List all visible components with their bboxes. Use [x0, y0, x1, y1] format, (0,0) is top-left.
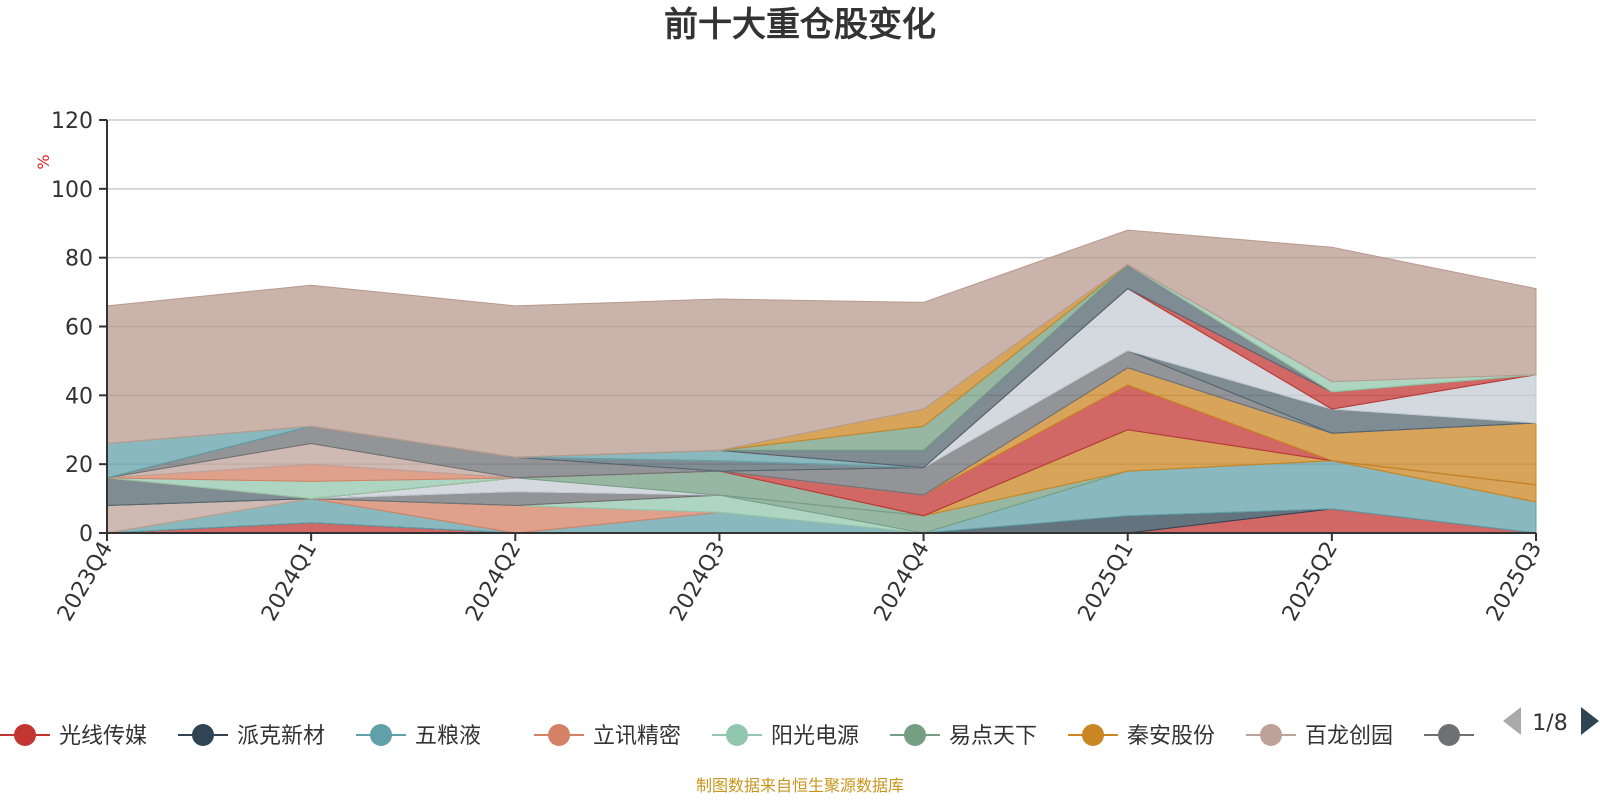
legend-label: 秦安股份	[1127, 724, 1215, 749]
legend-item-4[interactable]: 阳光电源	[712, 724, 859, 749]
y-tick-label-3: 60	[65, 316, 93, 341]
legend-label: 立讯精密	[593, 724, 681, 749]
y-tick-label-4: 80	[65, 247, 93, 272]
legend-marker-icon	[1082, 724, 1104, 746]
legend-item-5[interactable]: 易点天下	[890, 724, 1037, 749]
legend-label: 派克新材	[237, 724, 325, 749]
legend-item-1[interactable]: 派克新材	[178, 724, 325, 749]
x-tick-label-6: 2025Q2	[1278, 538, 1343, 626]
x-tick-label-3: 2024Q3	[665, 538, 730, 626]
legend-pager: 1/8	[1503, 707, 1599, 736]
x-tick-label-4: 2024Q4	[869, 538, 934, 626]
x-tick-label-0: 2023Q4	[53, 538, 118, 626]
x-axis: 2023Q4 2024Q1 2024Q2 2024Q3 2024Q4 2025Q1 2025…	[53, 532, 1547, 626]
legend-marker-icon	[548, 724, 570, 746]
legend-marker-icon	[192, 724, 214, 746]
legend-marker-icon	[1260, 724, 1282, 746]
legend-item-8[interactable]: 中国黄金	[1424, 724, 1571, 749]
legend-label: 阳光电源	[771, 724, 859, 749]
x-tick-label-5: 2025Q1	[1074, 538, 1139, 626]
legend-label: 五粮液	[415, 724, 481, 749]
legend-page-indicator: 1/8	[1532, 711, 1567, 736]
y-tick-label-0: 0	[79, 522, 93, 547]
legend-marker-icon	[1438, 724, 1460, 746]
x-tick-label-2: 2024Q2	[461, 538, 526, 626]
y-tick-label-5: 100	[51, 178, 93, 203]
legend-item-0[interactable]: 光线传媒	[0, 724, 147, 749]
y-axis-unit-label: %	[34, 154, 53, 169]
legend-marker-icon	[726, 724, 748, 746]
y-tick-label-2: 40	[65, 384, 93, 409]
legend-item-6[interactable]: 秦安股份	[1068, 724, 1215, 749]
x-tick-label-7: 2025Q3	[1482, 538, 1547, 626]
legend-next-arrow-icon[interactable]	[1581, 707, 1599, 735]
legend-marker-icon	[904, 724, 926, 746]
legend-marker-icon	[14, 724, 36, 746]
y-axis: 0 20 40 60 80 100 120	[51, 109, 108, 547]
legend-marker-icon	[370, 724, 392, 746]
chart-title: 前十大重仓股变化	[664, 5, 936, 45]
legend-label: 易点天下	[949, 724, 1037, 749]
legend-prev-arrow-icon[interactable]	[1503, 707, 1521, 735]
stacked-areas	[106, 229, 1537, 534]
area-series-27	[106, 229, 1537, 458]
legend-label: 光线传媒	[59, 724, 147, 749]
legend-label: 百龙创园	[1305, 724, 1393, 749]
source-note: 制图数据来自恒生聚源数据库	[696, 776, 904, 795]
legend-item-3[interactable]: 立讯精密	[534, 724, 681, 749]
y-tick-label-6: 120	[51, 109, 93, 134]
legend-item-7[interactable]: 百龙创园	[1246, 724, 1393, 749]
legend-item-2[interactable]: 五粮液	[356, 724, 481, 749]
x-tick-label-1: 2024Q1	[257, 538, 322, 626]
y-tick-label-1: 20	[65, 453, 93, 478]
legend: 光线传媒 派克新材 五粮液 立讯精密 阳光电源 易点天下 秦安股份 百龙创园 中国黄金	[0, 724, 1571, 749]
